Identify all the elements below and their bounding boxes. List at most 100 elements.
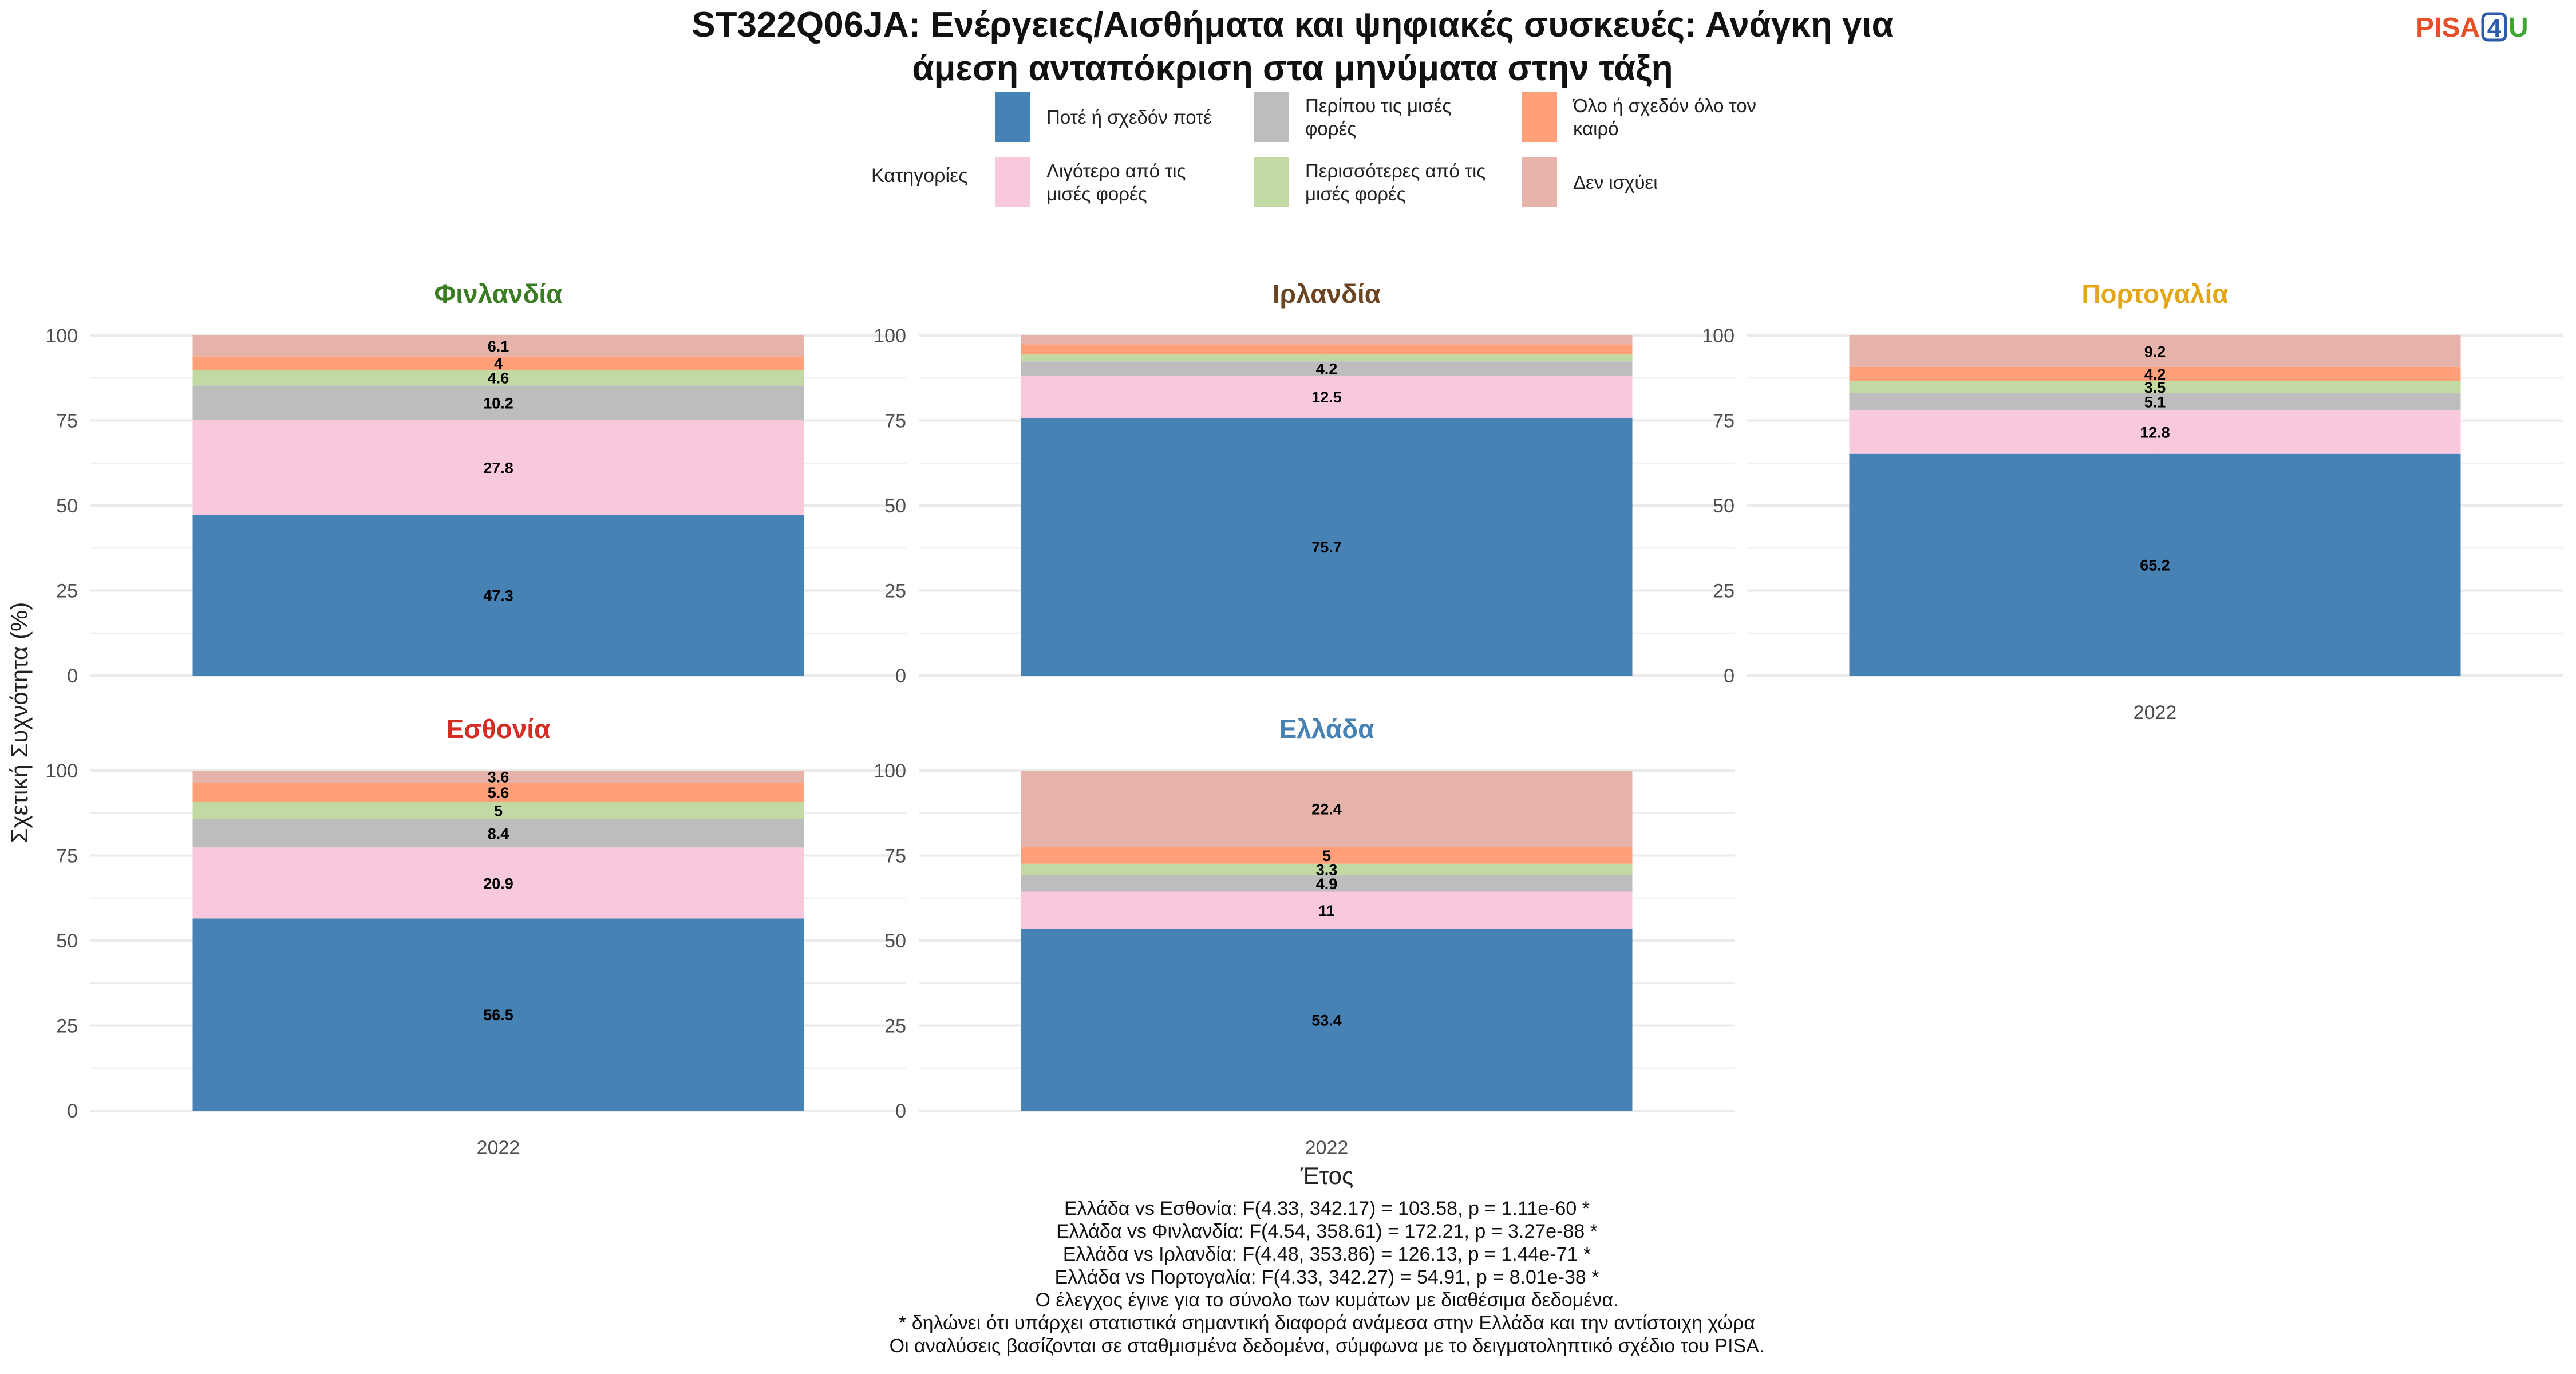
y-tick-label: 75 [884, 846, 906, 867]
data-label: 4.6 [488, 370, 509, 387]
y-tick-label: 50 [56, 930, 78, 952]
y-tick-label: 75 [884, 410, 906, 432]
facet-panel: Εσθονία 0 25 50 75 100 56.5 20.9 8.4 55.63.6 2022 [45, 714, 906, 1159]
footnote-line: Ο έλεγχος έγινε για το σύνολο των κυμάτω… [1036, 1289, 1619, 1311]
chart-title: άμεση ανταπόκριση στα μηνύματα στην τάξη [912, 49, 1673, 88]
y-tick-label: 75 [56, 410, 78, 432]
facet-title: Εσθονία [447, 714, 551, 744]
data-label: 47.3 [483, 587, 513, 605]
legend-label: Περίπου τις μισές [1305, 95, 1451, 116]
logo-text: 4 [2487, 14, 2502, 42]
footnote-line: Ελλάδα vs Πορτογαλία: F(4.33, 342.27) = … [1055, 1266, 1599, 1288]
bar-segment [1849, 366, 2461, 381]
y-tick-label: 0 [895, 665, 906, 687]
footnote-line: Οι αναλύσεις βασίζονται σε σταθμισμένα δ… [890, 1335, 1765, 1357]
data-label: 56.5 [483, 1006, 513, 1024]
chart-title: ST322Q06JA: Ενέργειες/Αισθήματα και ψηφι… [692, 5, 1894, 45]
legend-label: μισές φορές [1046, 183, 1147, 204]
data-label: 5 [494, 802, 503, 819]
bar-segment [192, 335, 804, 357]
x-axis-label: Έτος [1300, 1162, 1354, 1189]
bar-segment [1849, 335, 2461, 367]
bar-segment [1021, 354, 1633, 362]
y-tick-label: 0 [1724, 665, 1735, 687]
legend: Κατηγορίες Ποτέ ή σχεδόν ποτέ Λιγότερο από… [871, 92, 1756, 207]
legend-label: Ποτέ ή σχεδόν ποτέ [1046, 106, 1212, 128]
data-label: 4.2 [1316, 361, 1338, 378]
legend-swatch [995, 157, 1030, 207]
facet-title: Ελλάδα [1279, 714, 1374, 744]
y-tick-label: 25 [1713, 581, 1735, 602]
legend-label: Λιγότερο από τις [1046, 160, 1186, 181]
bar-segment [192, 783, 804, 802]
y-tick-label: 25 [56, 1016, 78, 1037]
bar-segment [192, 515, 804, 676]
logo-text: PISA [2416, 13, 2480, 43]
bar-segment [192, 819, 804, 848]
bar-segment [1021, 335, 1633, 345]
data-label: 5.6 [488, 784, 509, 802]
data-label: 65.2 [2140, 556, 2170, 574]
bar-segment [1849, 381, 2461, 393]
legend-swatch [1254, 157, 1289, 207]
data-label: 27.8 [483, 459, 513, 476]
legend-swatch [1522, 92, 1557, 142]
x-tick-label: 2022 [1305, 1137, 1349, 1159]
legend-title: Κατηγορίες [871, 165, 968, 187]
data-label: 3.6 [488, 769, 509, 786]
bar-segment [192, 369, 804, 386]
bar-segment [1021, 344, 1633, 355]
data-label: 5.1 [2144, 394, 2166, 411]
y-tick-label: 100 [45, 325, 78, 347]
bar-segment [1849, 410, 2461, 454]
x-tick-label: 2022 [477, 1137, 520, 1159]
x-tick-label: 2022 [2134, 702, 2177, 724]
bar-segment [1021, 863, 1633, 875]
bar-segment [1849, 393, 2461, 410]
bar-segment [192, 847, 804, 919]
y-tick-label: 50 [56, 495, 78, 517]
facet-title: Ιρλανδία [1273, 279, 1381, 309]
legend-swatch [1522, 157, 1557, 207]
bar-segment [1021, 361, 1633, 376]
y-tick-label: 50 [884, 930, 906, 952]
data-label: 8.4 [488, 825, 509, 842]
bar-segment [192, 918, 804, 1111]
data-label: 5 [1322, 847, 1331, 864]
legend-label: καιρό [1573, 118, 1619, 139]
legend-label: Περισσότερες από τις [1305, 160, 1485, 181]
legend-swatch [995, 92, 1030, 142]
y-tick-label: 100 [1702, 325, 1735, 347]
y-axis-label: Σχετική Συχνότητα (%) [6, 602, 33, 843]
pisa4u-logo: PISA 4 U [2416, 12, 2528, 43]
bar-segment [1021, 875, 1633, 892]
bar-segment [1021, 376, 1633, 418]
data-label: 20.9 [483, 875, 513, 892]
bar-segment [192, 356, 804, 370]
footnote-line: * δηλώνει ότι υπάρχει στατιστικά σημαντι… [899, 1312, 1755, 1334]
y-tick-label: 0 [895, 1100, 906, 1122]
y-tick-label: 100 [45, 760, 78, 782]
y-tick-label: 25 [884, 581, 906, 602]
legend-label: μισές φορές [1305, 183, 1406, 204]
y-tick-label: 75 [56, 846, 78, 867]
logo-box [2481, 12, 2507, 42]
bar-segment [1021, 891, 1633, 929]
bar-segment [192, 420, 804, 515]
bar-segment [192, 771, 804, 783]
bar-segment [1021, 418, 1633, 676]
data-label: 10.2 [483, 395, 513, 412]
bar-segment [1021, 847, 1633, 864]
facet-panel: Πορτογαλία 0 25 50 75 100 65.2 12.8 5.13.54.2 9.2… [1702, 279, 2563, 724]
y-tick-label: 50 [1713, 495, 1735, 517]
facet-panel: Ελλάδα 0 25 50 75 100 53.4 11 4.93.35 22.4 2022 [874, 714, 1735, 1159]
data-label: 4.2 [2144, 366, 2166, 383]
data-label: 75.7 [1311, 539, 1342, 556]
data-label: 3.5 [2144, 379, 2166, 396]
legend-swatch [1254, 92, 1289, 142]
data-label: 9.2 [2144, 343, 2166, 360]
facet-panel: Ιρλανδία 0 25 50 75 100 75.7 12.5 4.2 [874, 279, 1735, 687]
